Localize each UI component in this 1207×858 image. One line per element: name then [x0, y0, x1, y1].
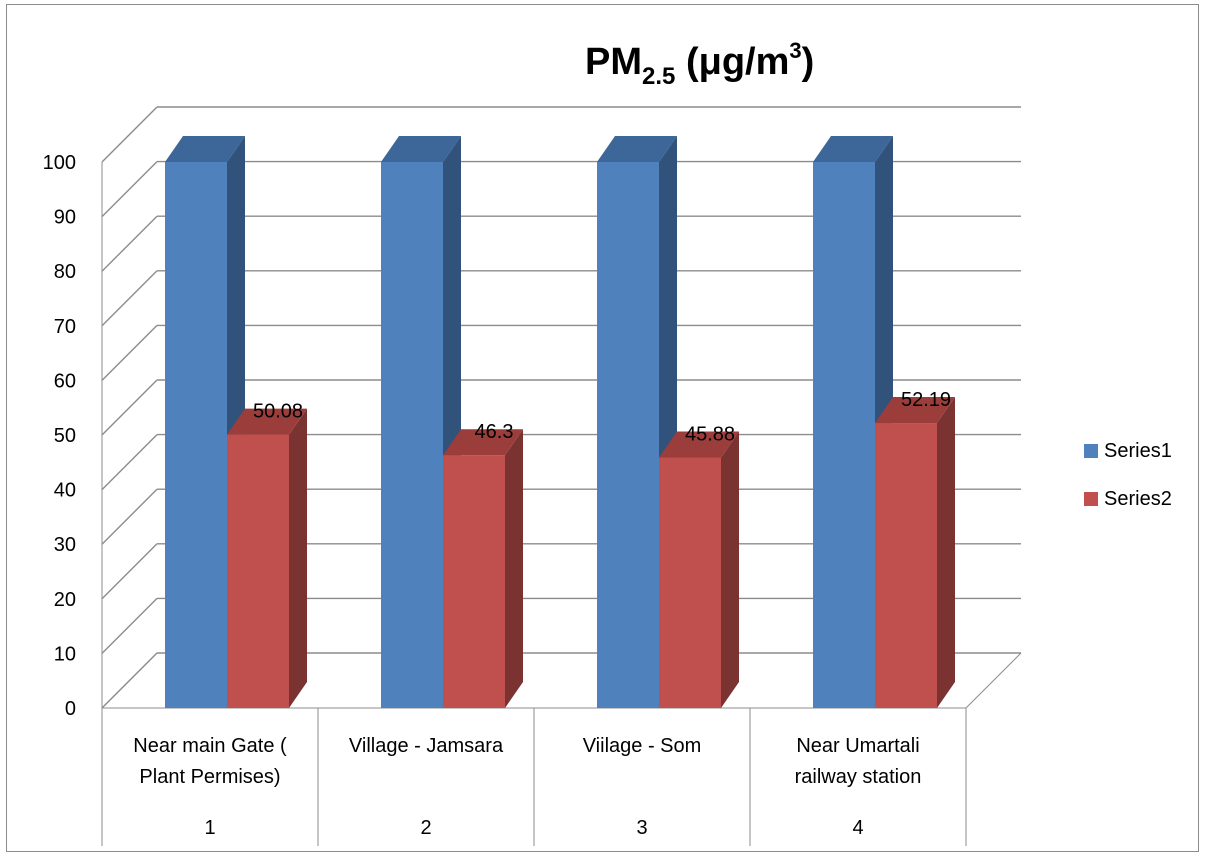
bar-series2-1-side — [289, 408, 307, 708]
bar-series2-4-side — [937, 397, 955, 708]
category-label: Near main Gate ( — [133, 735, 287, 757]
gridline-side — [101, 652, 158, 709]
bar-series2-2-top — [443, 429, 523, 456]
bar-series2-3-side — [721, 431, 739, 708]
data-label: 50.08 — [253, 401, 303, 423]
bar-series1-2 — [381, 162, 443, 708]
category-index: 1 — [204, 817, 215, 839]
legend-swatch — [1084, 492, 1098, 506]
bar-series1-1 — [165, 162, 227, 708]
category-label: Plant Permises) — [139, 766, 280, 788]
floor-right-edge — [965, 652, 1022, 709]
bar-series1-2-top — [381, 136, 461, 162]
y-tick-label: 60 — [54, 370, 76, 392]
data-label: 46.3 — [475, 421, 514, 443]
category-index: 2 — [420, 817, 431, 839]
category-label: Near Umartali — [796, 735, 919, 757]
gridline-side — [101, 434, 158, 491]
y-tick-label: 0 — [65, 698, 76, 720]
bar-series1-3 — [597, 162, 659, 708]
category-label: railway station — [795, 766, 922, 788]
bar-series2-2-side — [505, 429, 523, 708]
bar-series2-4 — [875, 423, 937, 708]
legend-label: Series1 — [1104, 440, 1172, 462]
bar-series2-3 — [659, 457, 721, 708]
bar-series1-3-top — [597, 136, 677, 162]
bar-series1-4 — [813, 162, 875, 708]
data-label: 52.19 — [901, 389, 951, 411]
y-tick-label: 90 — [54, 207, 76, 229]
y-tick-label: 80 — [54, 261, 76, 283]
gridline-side — [101, 597, 158, 654]
bar-series2-1-top — [227, 408, 307, 435]
bar-series1-4-top — [813, 136, 893, 162]
y-tick-label: 10 — [54, 643, 76, 665]
gridline-side — [101, 270, 158, 327]
y-tick-label: 100 — [43, 152, 76, 174]
gridline-side — [101, 543, 158, 600]
category-index: 3 — [636, 817, 647, 839]
bar-series2-3-top — [659, 431, 739, 458]
y-tick-label: 40 — [54, 480, 76, 502]
chart-title: PM2.5 (μg/m3) — [585, 38, 815, 90]
bar-series2-4-top — [875, 397, 955, 424]
gridline-side — [101, 161, 158, 218]
bar-series1-1-top — [165, 136, 245, 162]
gridline-side — [101, 324, 158, 381]
category-label: Village - Jamsara — [349, 735, 504, 757]
y-tick-label: 50 — [54, 425, 76, 447]
y-tick-label: 70 — [54, 316, 76, 338]
gridline-side — [101, 379, 158, 436]
bar-series2-1 — [227, 434, 289, 708]
legend-swatch — [1084, 444, 1098, 458]
legend-label: Series2 — [1104, 488, 1172, 510]
gridline-side — [101, 488, 158, 545]
bar-series2-2 — [443, 455, 505, 708]
category-index: 4 — [852, 817, 863, 839]
gridline-side — [101, 106, 158, 163]
data-label: 45.88 — [685, 423, 735, 445]
gridline-side — [101, 215, 158, 272]
y-tick-label: 30 — [54, 534, 76, 556]
y-tick-label: 20 — [54, 589, 76, 611]
category-label: Viilage - Som — [583, 735, 702, 757]
